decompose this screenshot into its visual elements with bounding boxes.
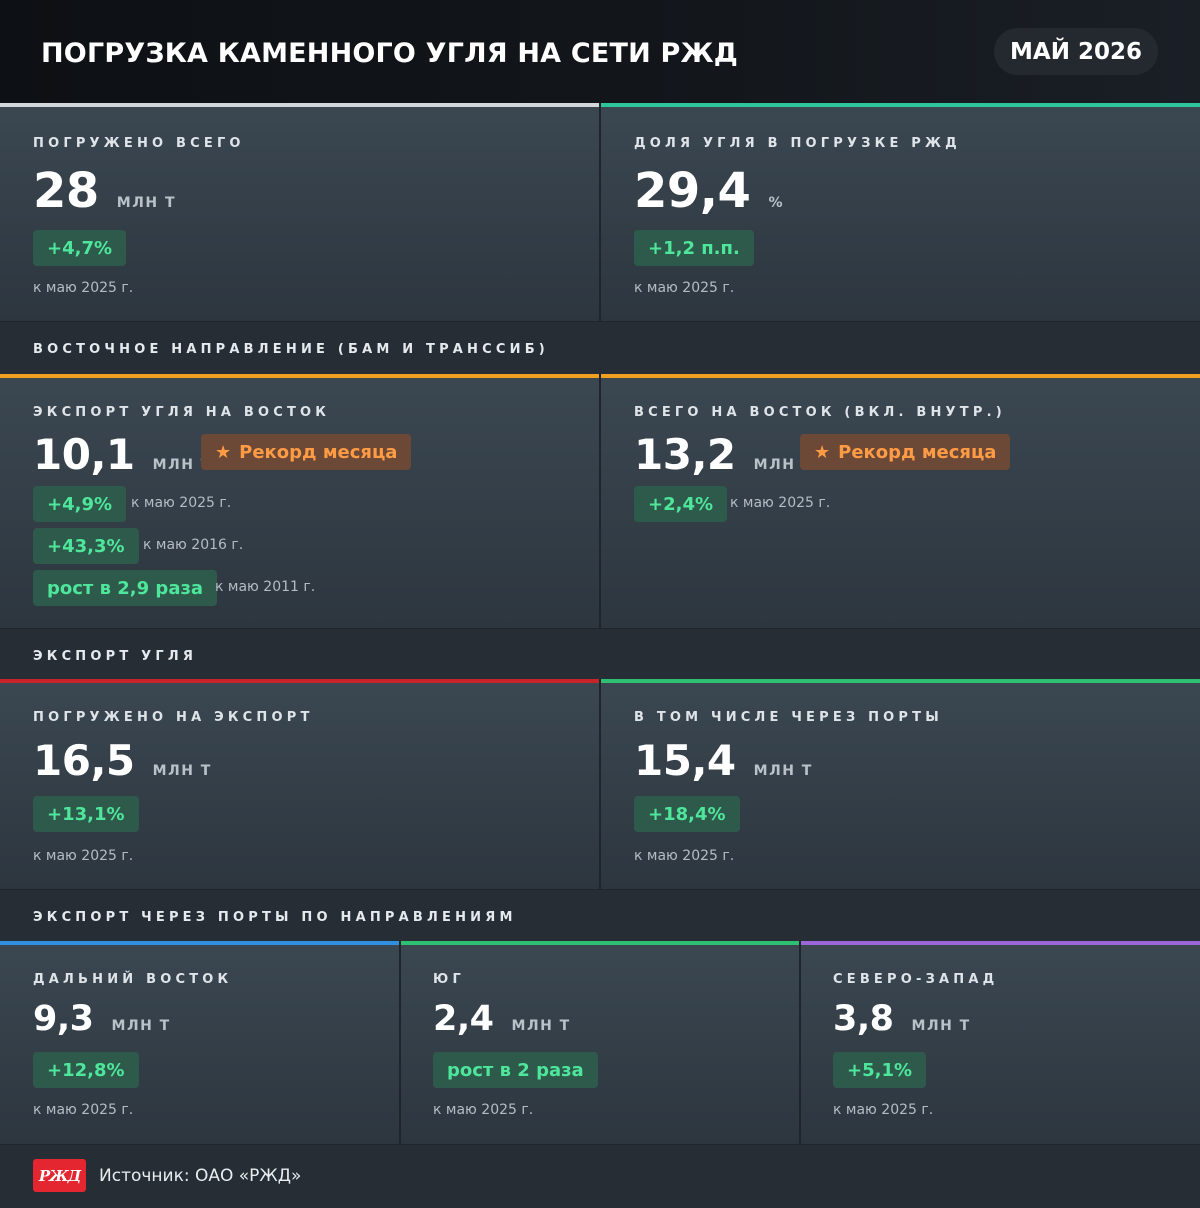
unit-label: МЛН Т [111, 1018, 171, 1034]
value-row: 2,4 МЛН Т [433, 999, 571, 1039]
big-value: 10,1 [33, 430, 135, 479]
accent-bar [401, 941, 799, 945]
big-value: 15,4 [634, 736, 736, 785]
unit-label: % [768, 195, 784, 211]
big-value: 2,4 [433, 999, 494, 1039]
big-value: 13,2 [634, 430, 736, 479]
card-far-east: ДАЛЬНИЙ ВОСТОК 9,3 МЛН Т +12,8% к маю 20… [0, 941, 399, 1144]
record-badge: ★ Рекорд месяца [800, 434, 1011, 470]
value-row: 3,8 МЛН Т [833, 999, 971, 1039]
comparison-note: к маю 2025 г. [730, 495, 831, 511]
unit-label: МЛН Т [911, 1018, 971, 1034]
unit-label: МЛН Т [116, 195, 176, 211]
record-label: Рекорд месяца [838, 441, 997, 463]
card-total-loaded: ПОГРУЖЕНО ВСЕГО 28 МЛН Т +4,7% к маю 202… [0, 103, 599, 321]
comparison-note: к маю 2025 г. [33, 280, 134, 296]
card-label: ЮГ [433, 972, 465, 987]
value-row: 15,4 МЛН Т [634, 736, 813, 785]
value-row: 13,2 МЛН Т [634, 430, 813, 479]
accent-bar [601, 679, 1200, 683]
change-badge: +2,4% [634, 486, 728, 522]
big-value: 28 [33, 163, 99, 219]
star-icon: ★ [814, 441, 831, 463]
card-label: ПОГРУЖЕНО ВСЕГО [33, 136, 245, 151]
section-east: ВОСТОЧНОЕ НАПРАВЛЕНИЕ (БАМ И ТРАНССИБ) [0, 322, 1200, 374]
accent-bar [801, 941, 1200, 945]
change-badge: +43,3% [33, 528, 139, 564]
card-label: ДАЛЬНИЙ ВОСТОК [33, 972, 233, 987]
card-label: СЕВЕРО-ЗАПАД [833, 972, 999, 987]
rzd-logo: РЖД [33, 1159, 86, 1192]
card-label: ПОГРУЖЕНО НА ЭКСПОРТ [33, 710, 314, 725]
card-total-east: ВСЕГО НА ВОСТОК (ВКЛ. ВНУТР.) 13,2 МЛН Т… [601, 374, 1200, 628]
value-row: 10,1 МЛН Т [33, 430, 212, 479]
card-label: ДОЛЯ УГЛЯ В ПОГРУЗКЕ РЖД [634, 136, 961, 151]
comparison-note: к маю 2025 г. [634, 280, 735, 296]
comparison-note: к маю 2025 г. [433, 1102, 534, 1118]
value-row: 16,5 МЛН Т [33, 736, 212, 785]
accent-bar [0, 103, 599, 107]
comparison-note: к маю 2016 г. [143, 537, 244, 553]
section-title: ЭКСПОРТ ЧЕРЕЗ ПОРТЫ ПО НАПРАВЛЕНИЯМ [33, 910, 517, 925]
change-badge: +4,9% [33, 486, 127, 522]
change-badge: рост в 2,9 раза [33, 570, 218, 606]
unit-label: МЛН Т [152, 457, 212, 473]
card-label: В ТОМ ЧИСЛЕ ЧЕРЕЗ ПОРТЫ [634, 710, 943, 725]
unit-label: МЛН Т [753, 763, 813, 779]
comparison-note: к маю 2025 г. [634, 848, 735, 864]
source-text: Источник: ОАО «РЖД» [99, 1166, 302, 1186]
change-badge: +13,1% [33, 796, 139, 832]
card-export-loaded: ПОГРУЖЕНО НА ЭКСПОРТ 16,5 МЛН Т +13,1% к… [0, 679, 599, 889]
page-title: ПОГРУЗКА КАМЕННОГО УГЛЯ НА СЕТИ РЖД [41, 38, 738, 69]
logo-text: РЖД [38, 1166, 81, 1185]
change-badge: +5,1% [833, 1052, 927, 1088]
big-value: 16,5 [33, 736, 135, 785]
footer: РЖД Источник: ОАО «РЖД» [0, 1145, 1200, 1208]
card-south: ЮГ 2,4 МЛН Т рост в 2 раза к маю 2025 г. [401, 941, 799, 1144]
section-title: ЭКСПОРТ УГЛЯ [33, 649, 198, 664]
comparison-note: к маю 2011 г. [215, 579, 316, 595]
accent-bar [601, 374, 1200, 378]
section-export: ЭКСПОРТ УГЛЯ [0, 629, 1200, 679]
unit-label: МЛН Т [152, 763, 212, 779]
comparison-note: к маю 2025 г. [833, 1102, 934, 1118]
value-row: 28 МЛН Т [33, 163, 176, 219]
value-row: 29,4 % [634, 163, 784, 219]
unit-label: МЛН Т [753, 457, 813, 473]
card-export-east: ЭКСПОРТ УГЛЯ НА ВОСТОК 10,1 МЛН Т ★ Реко… [0, 374, 599, 628]
card-label: ЭКСПОРТ УГЛЯ НА ВОСТОК [33, 405, 331, 420]
accent-bar [0, 679, 599, 683]
star-icon: ★ [215, 441, 232, 463]
record-badge: ★ Рекорд месяца [201, 434, 412, 470]
comparison-note: к маю 2025 г. [33, 848, 134, 864]
change-badge: +18,4% [634, 796, 740, 832]
comparison-note: к маю 2025 г. [131, 495, 232, 511]
accent-bar [0, 374, 599, 378]
comparison-note: к маю 2025 г. [33, 1102, 134, 1118]
section-title: ВОСТОЧНОЕ НАПРАВЛЕНИЕ (БАМ И ТРАНССИБ) [33, 342, 549, 357]
card-export-ports: В ТОМ ЧИСЛЕ ЧЕРЕЗ ПОРТЫ 15,4 МЛН Т +18,4… [601, 679, 1200, 889]
unit-label: МЛН Т [511, 1018, 571, 1034]
card-label: ВСЕГО НА ВОСТОК (ВКЛ. ВНУТР.) [634, 405, 1006, 420]
change-badge: рост в 2 раза [433, 1052, 598, 1088]
card-north-west: СЕВЕРО-ЗАПАД 3,8 МЛН Т +5,1% к маю 2025 … [801, 941, 1200, 1144]
accent-bar [601, 103, 1200, 107]
value-row: 9,3 МЛН Т [33, 999, 171, 1039]
big-value: 9,3 [33, 999, 94, 1039]
change-badge: +1,2 п.п. [634, 230, 754, 266]
date-badge: МАЙ 2026 [994, 28, 1158, 75]
change-badge: +4,7% [33, 230, 127, 266]
big-value: 3,8 [833, 999, 894, 1039]
big-value: 29,4 [634, 163, 751, 219]
accent-bar [0, 941, 399, 945]
record-label: Рекорд месяца [239, 441, 398, 463]
change-badge: +12,8% [33, 1052, 139, 1088]
section-ports: ЭКСПОРТ ЧЕРЕЗ ПОРТЫ ПО НАПРАВЛЕНИЯМ [0, 890, 1200, 941]
card-coal-share: ДОЛЯ УГЛЯ В ПОГРУЗКЕ РЖД 29,4 % +1,2 п.п… [601, 103, 1200, 321]
header: ПОГРУЗКА КАМЕННОГО УГЛЯ НА СЕТИ РЖД МАЙ … [0, 0, 1200, 103]
